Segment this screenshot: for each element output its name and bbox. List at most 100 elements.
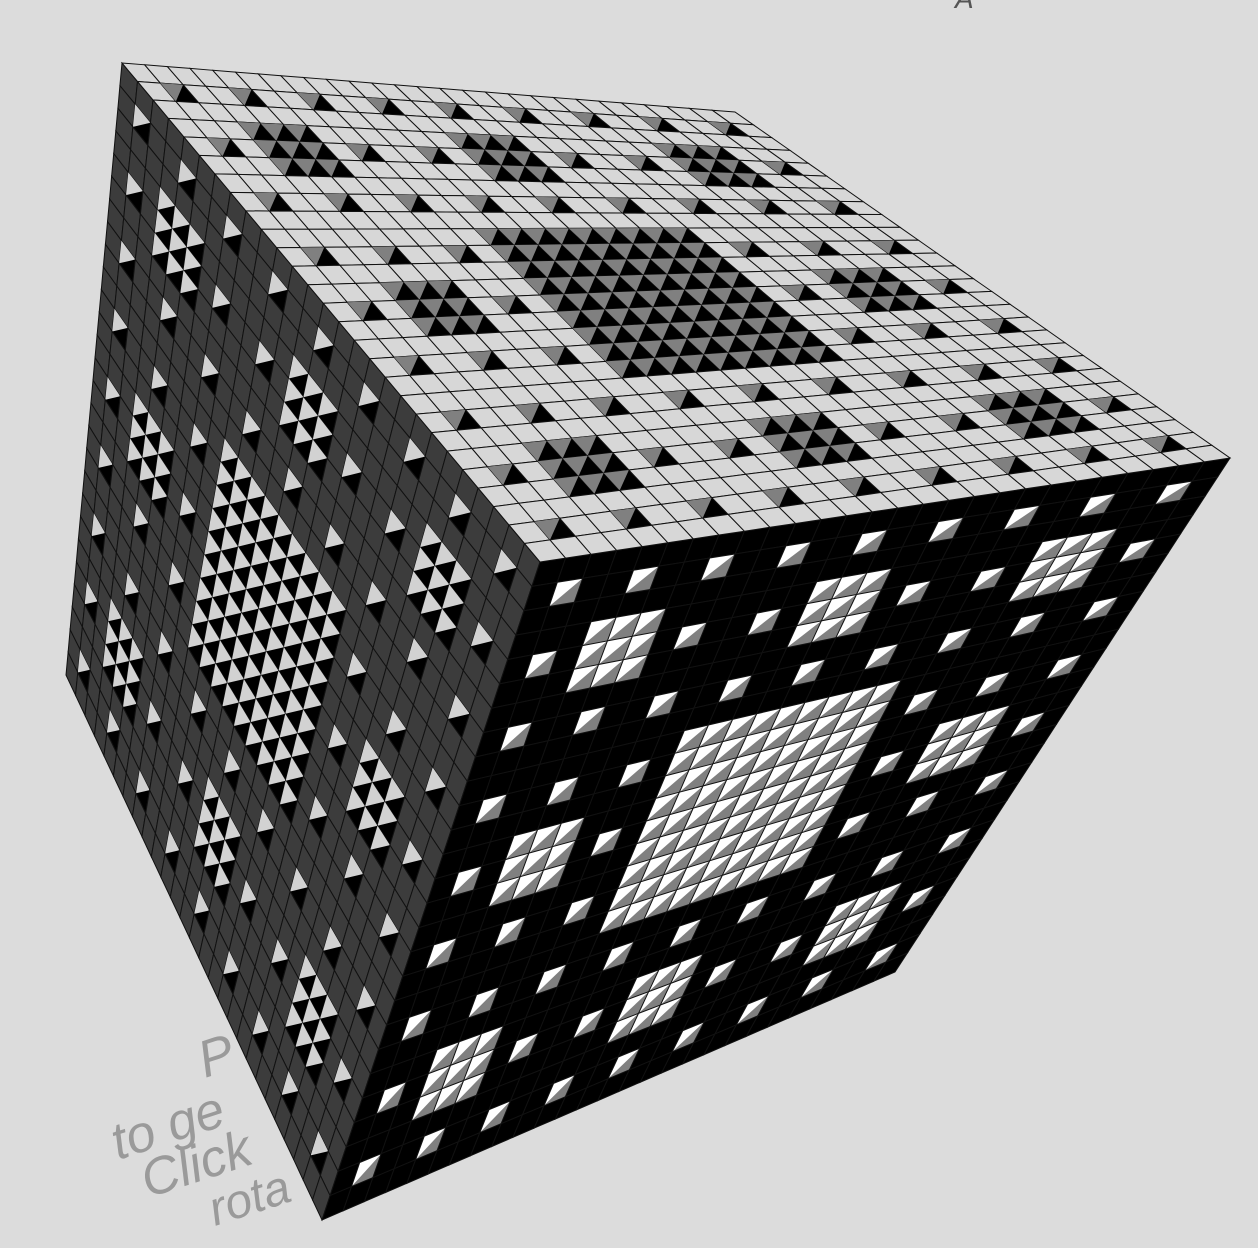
right-face-hole-wall [628,1005,661,1036]
right-face-hole-wall [572,1008,605,1039]
left-face-hole-wall [288,355,309,379]
left-face-hole-wall [130,415,146,439]
left-face-hole-wall [112,664,127,687]
left-face-hole-wall [231,636,249,660]
top-face-hole-wall [160,83,184,102]
top-face-hole-wall [906,323,931,339]
top-face-hole-wall [885,370,911,388]
top-face-hole-wall [345,143,369,161]
left-face-hole-wall [268,761,286,785]
left-face-hole-wall [320,994,338,1019]
top-face-hole-wall [619,274,644,292]
right-face-hole-wall [617,759,651,788]
top-face-hole-wall [708,287,733,304]
right-face-hole-wall [722,713,757,742]
top-face-hole-wall [540,346,565,365]
left-face-hole-wall [377,801,398,826]
left-face-hole-wall [328,724,347,749]
left-face-hole-wall [260,495,279,519]
left-face-hole-wall [406,571,428,596]
top-face-hole-wall [630,357,655,376]
right-face-hole-wall [812,784,847,812]
right-face-hole-wall [797,733,832,762]
top-face-hole-wall [762,487,788,508]
top-face-hole-wall [653,306,678,323]
top-face-hole-wall [415,146,439,164]
right-face-hole-wall [823,763,858,791]
top-face-hole-wall [701,303,726,321]
top-face-hole-wall [597,325,622,344]
top-face-hole-wall [545,228,569,245]
left-face-hole-wall [309,662,328,686]
left-face-hole-wall [115,641,130,665]
left-face-hole-wall [281,1071,299,1095]
left-face-hole-wall [183,247,202,271]
top-face-hole-wall [523,277,548,295]
top-face-hole-wall [484,149,508,166]
left-face-hole-wall [190,690,207,714]
top-face-hole-wall [603,470,629,491]
top-face-hole-wall [467,351,492,371]
top-face-hole-wall [633,243,657,259]
top-face-hole-wall [645,322,670,341]
top-face-hole-wall [434,102,457,119]
top-face-hole-wall [502,107,526,123]
right-face-hole-wall [719,810,754,839]
top-face-hole-wall [752,349,778,367]
top-face-hole-wall [546,438,572,459]
top-face-hole-wall [497,228,522,245]
left-face-hole-wall [303,685,322,710]
top-face-hole-wall [715,272,740,288]
left-face-hole-wall [279,780,298,805]
top-face-hole-wall [674,144,698,159]
right-face-hole-wall [1057,567,1094,593]
top-face-hole-wall [300,247,325,266]
left-face-hole-wall [352,763,373,787]
top-face-hole-wall [835,268,860,284]
left-face-hole-wall [243,655,261,680]
menger-sponge-cube[interactable] [65,61,1232,1222]
right-face-hole-wall [640,852,674,882]
right-face-hole-wall [644,889,677,920]
top-face-hole-wall [813,427,838,446]
right-face-hole-wall [415,1127,446,1160]
left-face-hole-wall [160,297,178,321]
right-face-hole-wall [636,814,670,844]
top-face-hole-wall [588,292,613,310]
left-face-hole-wall [346,652,367,677]
top-face-hole-wall [650,258,675,275]
right-face-hole-wall [425,937,457,970]
top-face-hole-wall [662,338,687,357]
top-face-hole-wall [767,316,792,333]
left-face-hole-wall [470,622,494,647]
left-face-hole-wall [132,104,151,127]
right-face-hole-wall [802,937,836,967]
left-face-hole-wall [318,392,338,416]
left-face-hole-wall [186,224,205,248]
top-face-hole-wall [478,164,502,181]
left-face-hole-wall [303,373,324,398]
right-face-hole-wall [534,964,567,995]
left-face-hole-wall [201,354,219,378]
right-face-hole-wall [857,901,891,930]
right-face-hole-wall [736,895,770,925]
right-face-hole-wall [1079,493,1116,518]
left-face-hole-wall [220,616,237,641]
left-face-hole-wall [91,513,106,537]
left-face-hole-wall [302,998,320,1023]
right-face-hole-wall [683,801,717,831]
right-face-hole-wall [916,737,952,765]
left-face-hole-wall [221,527,239,551]
left-face-hole-wall [313,571,333,596]
top-face-hole-wall [746,200,770,214]
left-face-hole-wall [214,863,230,887]
top-face-hole-wall [628,307,654,325]
right-face-hole-wall [699,853,733,883]
left-face-hole-wall [224,749,241,773]
top-face-hole-wall [626,258,651,275]
top-face-hole-wall [589,396,614,416]
top-face-hole-wall [1020,388,1046,406]
top-face-hole-wall [435,316,460,335]
